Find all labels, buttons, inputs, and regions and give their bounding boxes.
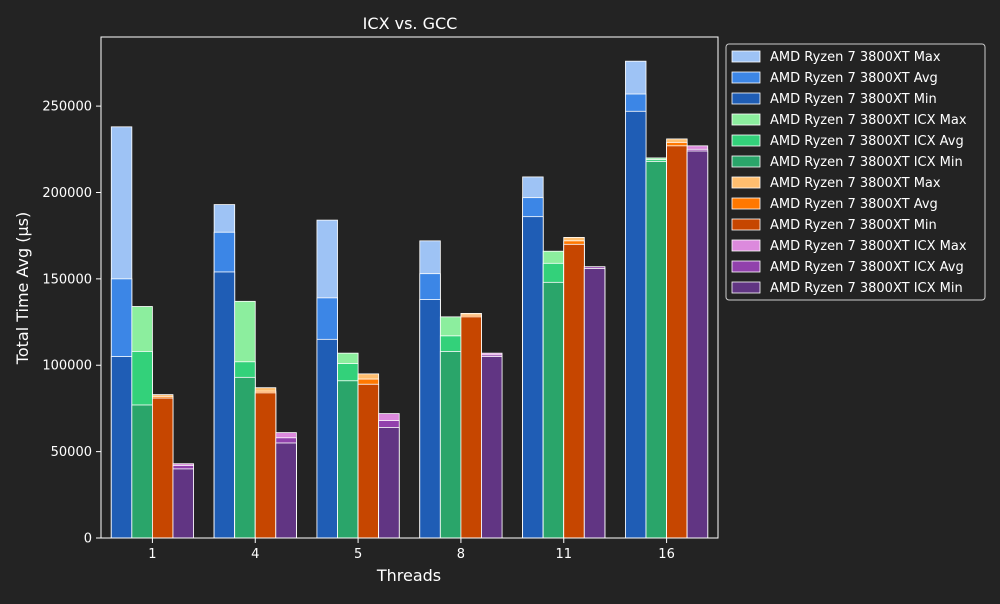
legend-swatch: [731, 218, 761, 231]
chart-title: ICX vs. GCC: [363, 14, 458, 33]
legend-label: AMD Ryzen 7 3800XT Avg: [770, 71, 938, 86]
legend-swatch: [731, 155, 761, 168]
y-tick-label: 100000: [42, 359, 92, 374]
legend-swatch: [731, 92, 761, 105]
bar-min: [378, 427, 400, 539]
bar-min: [439, 351, 462, 539]
bar-min: [481, 356, 503, 539]
legend-swatch: [731, 239, 761, 252]
legend-swatch: [731, 176, 761, 189]
legend-label: AMD Ryzen 7 3800XT Avg: [770, 197, 938, 212]
legend-label: AMD Ryzen 7 3800XT ICX Avg: [770, 260, 964, 275]
legend-label: AMD Ryzen 7 3800XT ICX Min: [770, 281, 963, 296]
legend-swatch: [731, 260, 761, 273]
x-axis-label: Threads: [376, 566, 441, 585]
bar-min: [522, 216, 544, 539]
x-tick-label: 8: [457, 547, 465, 562]
legend-label: AMD Ryzen 7 3800XT ICX Max: [770, 113, 967, 128]
y-tick-label: 200000: [42, 186, 92, 201]
y-tick-label: 150000: [42, 272, 92, 287]
legend-swatch: [731, 281, 761, 294]
x-tick-label: 5: [354, 547, 362, 562]
bar-min: [583, 268, 606, 539]
legend-label: AMD Ryzen 7 3800XT Min: [770, 92, 937, 107]
legend-swatch: [731, 113, 761, 126]
legend-label: AMD Ryzen 7 3800XT Max: [770, 50, 941, 65]
x-tick-label: 11: [555, 547, 572, 562]
bar-min: [316, 338, 338, 539]
bar-min: [337, 380, 359, 539]
legend-label: AMD Ryzen 7 3800XT Max: [770, 176, 941, 191]
bar-min: [275, 442, 297, 539]
y-axis-label: Total Time Avg (µs): [13, 212, 32, 365]
bar-min: [460, 316, 482, 539]
bar-min: [666, 145, 688, 539]
legend-label: AMD Ryzen 7 3800XT Min: [770, 218, 937, 233]
bar-min: [542, 281, 565, 539]
bar-min: [234, 376, 256, 539]
bar-min: [625, 110, 647, 539]
bar-min: [419, 299, 441, 539]
bar-min: [357, 383, 380, 539]
legend-label: AMD Ryzen 7 3800XT ICX Avg: [770, 134, 964, 149]
bar-min: [645, 160, 667, 539]
bar-min: [131, 404, 153, 539]
legend-swatch: [731, 50, 761, 63]
bar-min: [563, 243, 585, 539]
bar-min: [213, 271, 236, 539]
axes-layer: 0 50000 100000 150000 200000 250000 1 4 5 8 11 16: [42, 36, 719, 562]
legend: AMD Ryzen 7 3800XT Max AMD Ryzen 7 3800XT…: [725, 43, 986, 301]
legend-swatch: [731, 71, 761, 84]
y-tick-label: 250000: [42, 100, 92, 115]
legend-box: [725, 43, 986, 301]
legend-label: AMD Ryzen 7 3800XT ICX Min: [770, 155, 963, 170]
plot-frame: [100, 36, 719, 539]
bar-min: [686, 150, 709, 539]
legend-label: AMD Ryzen 7 3800XT ICX Max: [770, 239, 967, 254]
legend-swatch: [731, 134, 761, 147]
y-tick-label: 0: [84, 532, 92, 547]
bars-layer: [110, 60, 709, 539]
bar-min: [172, 468, 194, 539]
x-tick-label: 16: [658, 547, 675, 562]
x-tick-label: 1: [148, 547, 156, 562]
bar-min: [254, 392, 277, 539]
x-tick-label: 4: [251, 547, 259, 562]
bar-min: [152, 397, 174, 539]
bar-min: [110, 356, 133, 539]
y-tick-label: 50000: [51, 445, 92, 460]
legend-swatch: [731, 197, 761, 210]
